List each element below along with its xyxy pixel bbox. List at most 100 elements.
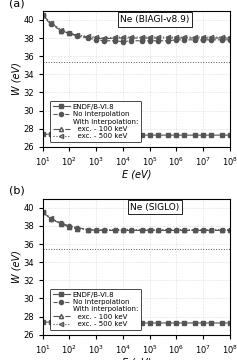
exc. - 500 keV — [49, 216, 52, 220]
No interpolation — [130, 39, 132, 43]
ENDF/B-VI.8 — [220, 321, 223, 325]
ENDF/B-VI.8 — [60, 320, 63, 324]
exc. - 500 keV — [175, 35, 178, 39]
ENDF/B-VI.8 — [183, 133, 186, 137]
exc. - 100 keV — [95, 228, 98, 233]
exc. - 500 keV — [175, 228, 178, 232]
No interpolation — [140, 228, 143, 233]
exc. - 100 keV — [76, 33, 79, 37]
exc. - 500 keV — [76, 226, 79, 231]
No interpolation — [103, 228, 106, 233]
exc. - 100 keV — [140, 228, 143, 233]
exc. - 500 keV — [103, 228, 106, 232]
exc. - 100 keV — [210, 36, 213, 40]
No interpolation — [156, 228, 159, 233]
exc. - 100 keV — [175, 36, 178, 40]
X-axis label: E (eV): E (eV) — [122, 170, 151, 180]
No interpolation — [183, 38, 186, 42]
exc. - 500 keV — [210, 35, 213, 39]
exc. - 500 keV — [95, 35, 98, 39]
ENDF/B-VI.8 — [76, 132, 79, 136]
exc. - 100 keV — [49, 21, 52, 25]
Legend: ENDF/B-VI.8, No interpolation, With interpolation:,   exc. - 100 keV,   exc. - 5: ENDF/B-VI.8, No interpolation, With inte… — [50, 289, 141, 330]
Text: (b): (b) — [9, 186, 25, 196]
No interpolation — [156, 39, 159, 43]
exc. - 100 keV — [130, 36, 132, 40]
Text: Ne (SIGLO): Ne (SIGLO) — [130, 203, 180, 212]
Line: No interpolation: No interpolation — [41, 13, 232, 44]
exc. - 100 keV — [49, 216, 52, 221]
exc. - 500 keV — [130, 228, 132, 232]
No interpolation — [175, 38, 178, 42]
No interpolation — [220, 228, 223, 233]
No interpolation — [41, 13, 44, 18]
Text: (a): (a) — [9, 0, 25, 8]
ENDF/B-VI.8 — [148, 133, 151, 137]
ENDF/B-VI.8 — [95, 321, 98, 325]
exc. - 500 keV — [140, 228, 143, 232]
ENDF/B-VI.8 — [228, 133, 231, 137]
exc. - 500 keV — [202, 35, 205, 39]
ENDF/B-VI.8 — [167, 133, 170, 137]
ENDF/B-VI.8 — [130, 321, 132, 325]
No interpolation — [194, 38, 196, 42]
ENDF/B-VI.8 — [220, 133, 223, 137]
No interpolation — [220, 38, 223, 42]
exc. - 500 keV — [68, 225, 71, 229]
exc. - 500 keV — [140, 35, 143, 39]
exc. - 100 keV — [140, 36, 143, 40]
exc. - 100 keV — [122, 36, 124, 40]
No interpolation — [76, 226, 79, 230]
ENDF/B-VI.8 — [41, 320, 44, 324]
ENDF/B-VI.8 — [122, 321, 124, 325]
exc. - 500 keV — [103, 36, 106, 40]
exc. - 100 keV — [103, 228, 106, 233]
exc. - 500 keV — [76, 33, 79, 37]
exc. - 500 keV — [87, 34, 90, 39]
Y-axis label: W (eV): W (eV) — [11, 62, 22, 95]
exc. - 500 keV — [60, 28, 63, 32]
ENDF/B-VI.8 — [210, 321, 213, 325]
No interpolation — [210, 38, 213, 42]
No interpolation — [122, 228, 124, 233]
No interpolation — [194, 228, 196, 233]
Y-axis label: W (eV): W (eV) — [11, 250, 22, 283]
No interpolation — [148, 228, 151, 233]
exc. - 100 keV — [87, 35, 90, 39]
No interpolation — [87, 36, 90, 40]
ENDF/B-VI.8 — [228, 321, 231, 325]
ENDF/B-VI.8 — [175, 133, 178, 137]
Line: ENDF/B-VI.8: ENDF/B-VI.8 — [41, 132, 232, 137]
No interpolation — [114, 39, 116, 43]
exc. - 500 keV — [41, 210, 44, 215]
exc. - 500 keV — [194, 35, 196, 39]
exc. - 500 keV — [167, 35, 170, 39]
exc. - 500 keV — [114, 35, 116, 39]
No interpolation — [68, 224, 71, 228]
ENDF/B-VI.8 — [68, 320, 71, 324]
exc. - 500 keV — [156, 228, 159, 232]
No interpolation — [175, 228, 178, 233]
exc. - 500 keV — [183, 35, 186, 39]
No interpolation — [87, 228, 90, 232]
exc. - 500 keV — [220, 35, 223, 39]
Line: exc. - 500 keV: exc. - 500 keV — [41, 13, 232, 40]
ENDF/B-VI.8 — [140, 133, 143, 137]
exc. - 500 keV — [87, 228, 90, 232]
ENDF/B-VI.8 — [49, 132, 52, 136]
ENDF/B-VI.8 — [148, 321, 151, 325]
exc. - 500 keV — [122, 228, 124, 232]
exc. - 100 keV — [60, 222, 63, 226]
No interpolation — [95, 38, 98, 42]
ENDF/B-VI.8 — [87, 321, 90, 325]
No interpolation — [140, 39, 143, 43]
ENDF/B-VI.8 — [183, 321, 186, 325]
ENDF/B-VI.8 — [194, 133, 196, 137]
ENDF/B-VI.8 — [41, 132, 44, 136]
No interpolation — [122, 40, 124, 44]
ENDF/B-VI.8 — [175, 321, 178, 325]
exc. - 500 keV — [60, 222, 63, 226]
exc. - 100 keV — [183, 228, 186, 233]
exc. - 500 keV — [220, 228, 223, 232]
exc. - 100 keV — [175, 228, 178, 233]
